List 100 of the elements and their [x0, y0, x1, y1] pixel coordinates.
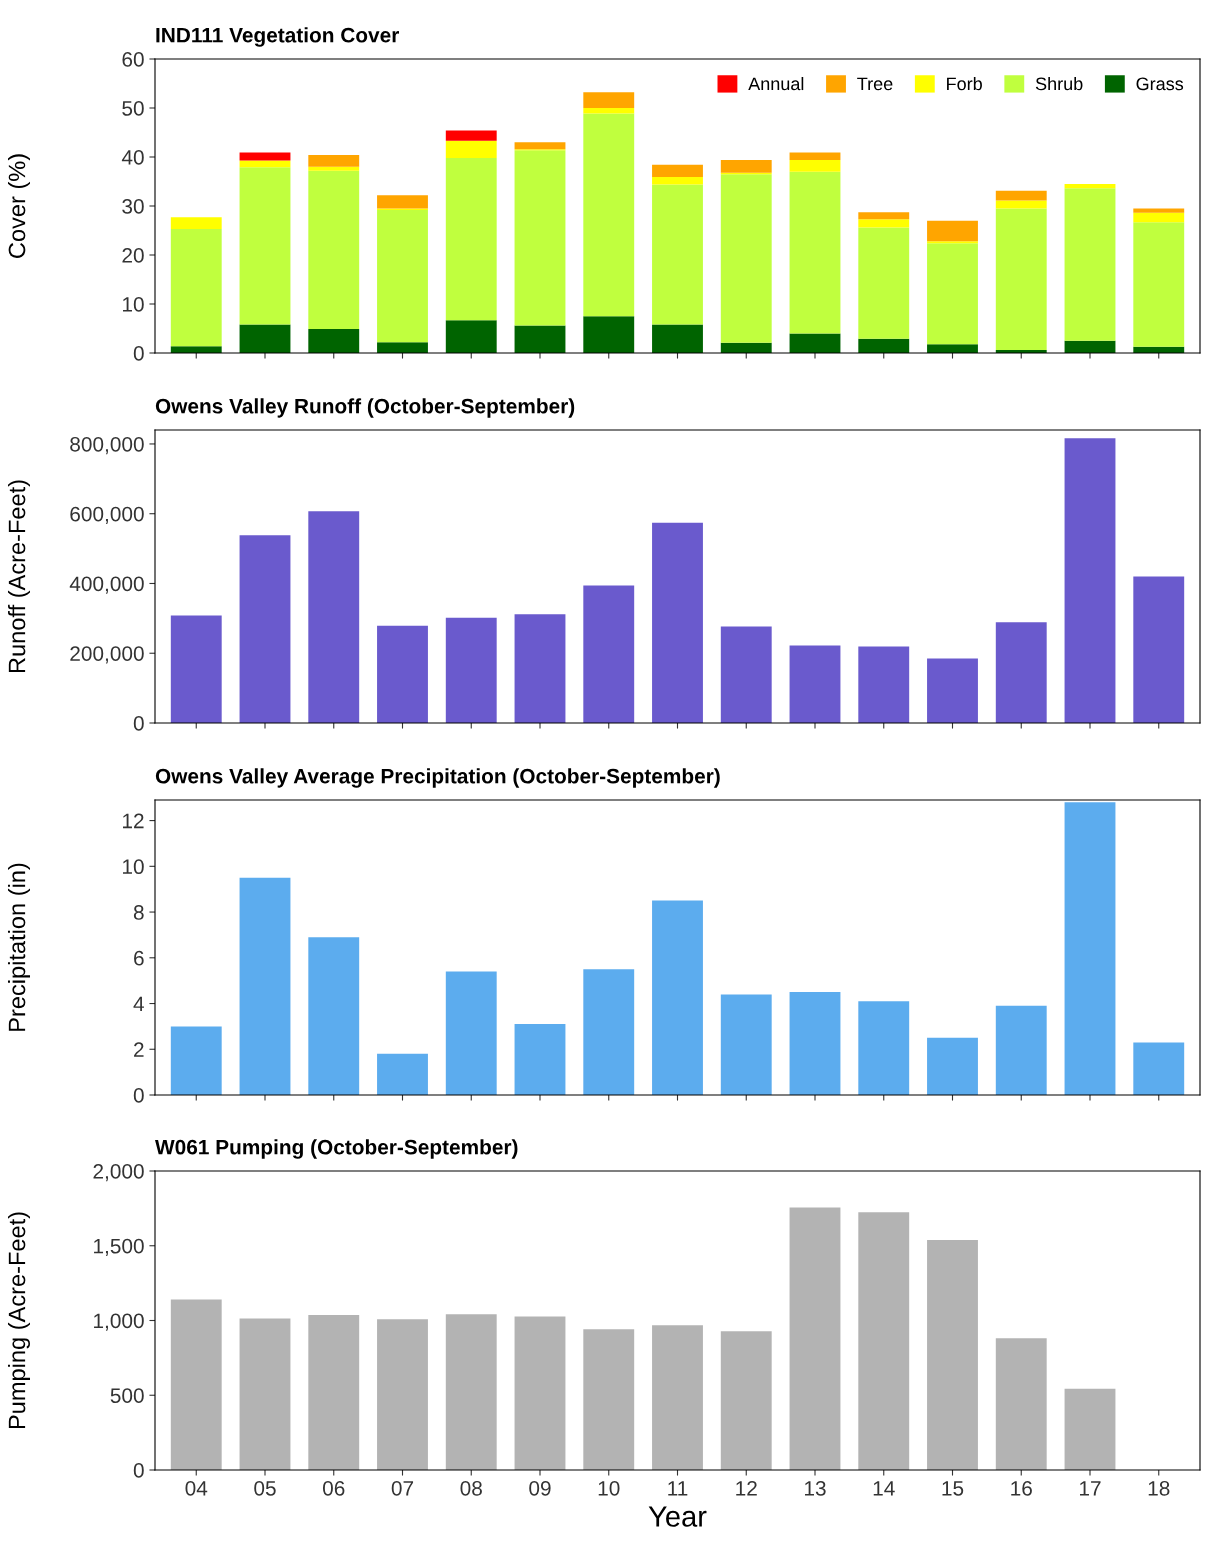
bar — [927, 243, 978, 345]
bar — [583, 113, 635, 317]
bar — [308, 155, 360, 167]
legend-label: Shrub — [1035, 76, 1083, 91]
bar — [995, 208, 1047, 351]
bar — [170, 1026, 222, 1095]
bar — [170, 229, 222, 347]
bar — [445, 1314, 497, 1470]
y-tick-label: 600,000 — [70, 506, 144, 524]
bar — [583, 108, 635, 114]
y-axis-title: Cover (%) — [7, 154, 30, 258]
x-tick-label: 10 — [598, 1480, 620, 1496]
y-axis-title: Pumping (Acre-Feet) — [7, 1212, 30, 1429]
x-tick-label: 18 — [1148, 1480, 1170, 1496]
bar — [1064, 188, 1116, 341]
bar — [652, 522, 703, 723]
bar — [377, 625, 428, 723]
y-tick-label: 0 — [133, 716, 144, 731]
y-tick-label: 800,000 — [70, 436, 144, 455]
bar — [1133, 576, 1185, 723]
bar — [583, 316, 635, 353]
y-tick-label: 60 — [122, 52, 144, 67]
bar — [583, 92, 635, 108]
y-tick-label: 2 — [134, 1042, 144, 1057]
y-tick-label: 1,500 — [94, 1238, 144, 1256]
bar — [308, 1315, 360, 1470]
bar — [1064, 1388, 1116, 1470]
chart-title: Owens Valley Average Precipitation (October-September) — [155, 768, 720, 788]
bar — [1064, 802, 1116, 1095]
bar — [858, 1001, 910, 1095]
bar — [583, 585, 635, 723]
legend-label: Annual — [748, 76, 804, 91]
bar — [652, 1325, 703, 1470]
bar — [170, 217, 222, 230]
bar — [858, 219, 910, 228]
legend-label: Tree — [857, 77, 893, 91]
y-tick-label: 40 — [121, 150, 144, 165]
bar — [377, 1319, 428, 1470]
bar — [927, 1240, 978, 1470]
bar — [652, 900, 703, 1095]
bar — [1133, 212, 1185, 223]
bar — [308, 170, 360, 329]
bar — [720, 1331, 772, 1470]
bar — [239, 1318, 291, 1470]
y-tick-label: 4 — [133, 996, 144, 1012]
y-tick-label: 8 — [133, 905, 144, 920]
y-axis-title: Runoff (Acre-Feet) — [7, 480, 30, 673]
bar — [789, 159, 841, 172]
bar — [583, 969, 635, 1095]
y-tick-label: 10 — [123, 297, 144, 312]
bar — [239, 535, 291, 723]
bar — [445, 971, 497, 1095]
bar — [308, 166, 360, 171]
bar — [239, 167, 291, 325]
bar — [858, 1212, 910, 1470]
bar — [583, 1329, 635, 1470]
x-tick-label: 05 — [254, 1480, 276, 1496]
bar — [1133, 222, 1185, 347]
x-tick-label: 17 — [1080, 1481, 1101, 1496]
y-tick-label: 20 — [122, 248, 144, 263]
x-tick-label: 16 — [1011, 1480, 1032, 1496]
y-tick-label: 12 — [123, 813, 144, 829]
bar — [514, 150, 566, 326]
x-tick-label: 11 — [668, 1481, 688, 1496]
x-tick-label: 07 — [391, 1480, 414, 1496]
bar — [445, 157, 497, 321]
bar — [995, 1005, 1047, 1095]
bar — [995, 1338, 1047, 1470]
bar — [377, 195, 428, 209]
bar — [789, 333, 841, 353]
bar — [789, 171, 841, 334]
x-tick-label: 13 — [805, 1480, 826, 1496]
bar — [927, 658, 978, 723]
y-axis-title: Precipitation (in) — [7, 863, 30, 1031]
legend-label: Forb — [947, 76, 982, 91]
bar — [858, 338, 910, 353]
bar — [308, 937, 360, 1095]
bar — [927, 220, 978, 242]
bar — [308, 511, 360, 723]
bar — [377, 1053, 428, 1095]
y-tick-label: 0 — [133, 1463, 144, 1478]
y-tick-label: 50 — [122, 101, 144, 116]
chart-title: W061 Pumping (October-September) — [155, 1139, 518, 1159]
bar — [514, 1024, 566, 1095]
bar — [239, 324, 291, 353]
y-tick-label: 400,000 — [69, 576, 144, 594]
bar — [995, 622, 1047, 723]
bar — [170, 1299, 222, 1470]
bar — [445, 140, 497, 158]
bar — [858, 227, 910, 339]
bar — [239, 877, 291, 1095]
bar — [789, 992, 841, 1095]
bar — [927, 1037, 978, 1095]
bar — [1133, 208, 1185, 213]
y-tick-label: 10 — [123, 859, 144, 875]
y-tick-label: 0 — [133, 346, 144, 361]
bar — [789, 152, 841, 160]
bar — [858, 646, 910, 723]
bar — [514, 142, 566, 150]
y-tick-label: 6 — [134, 950, 144, 966]
